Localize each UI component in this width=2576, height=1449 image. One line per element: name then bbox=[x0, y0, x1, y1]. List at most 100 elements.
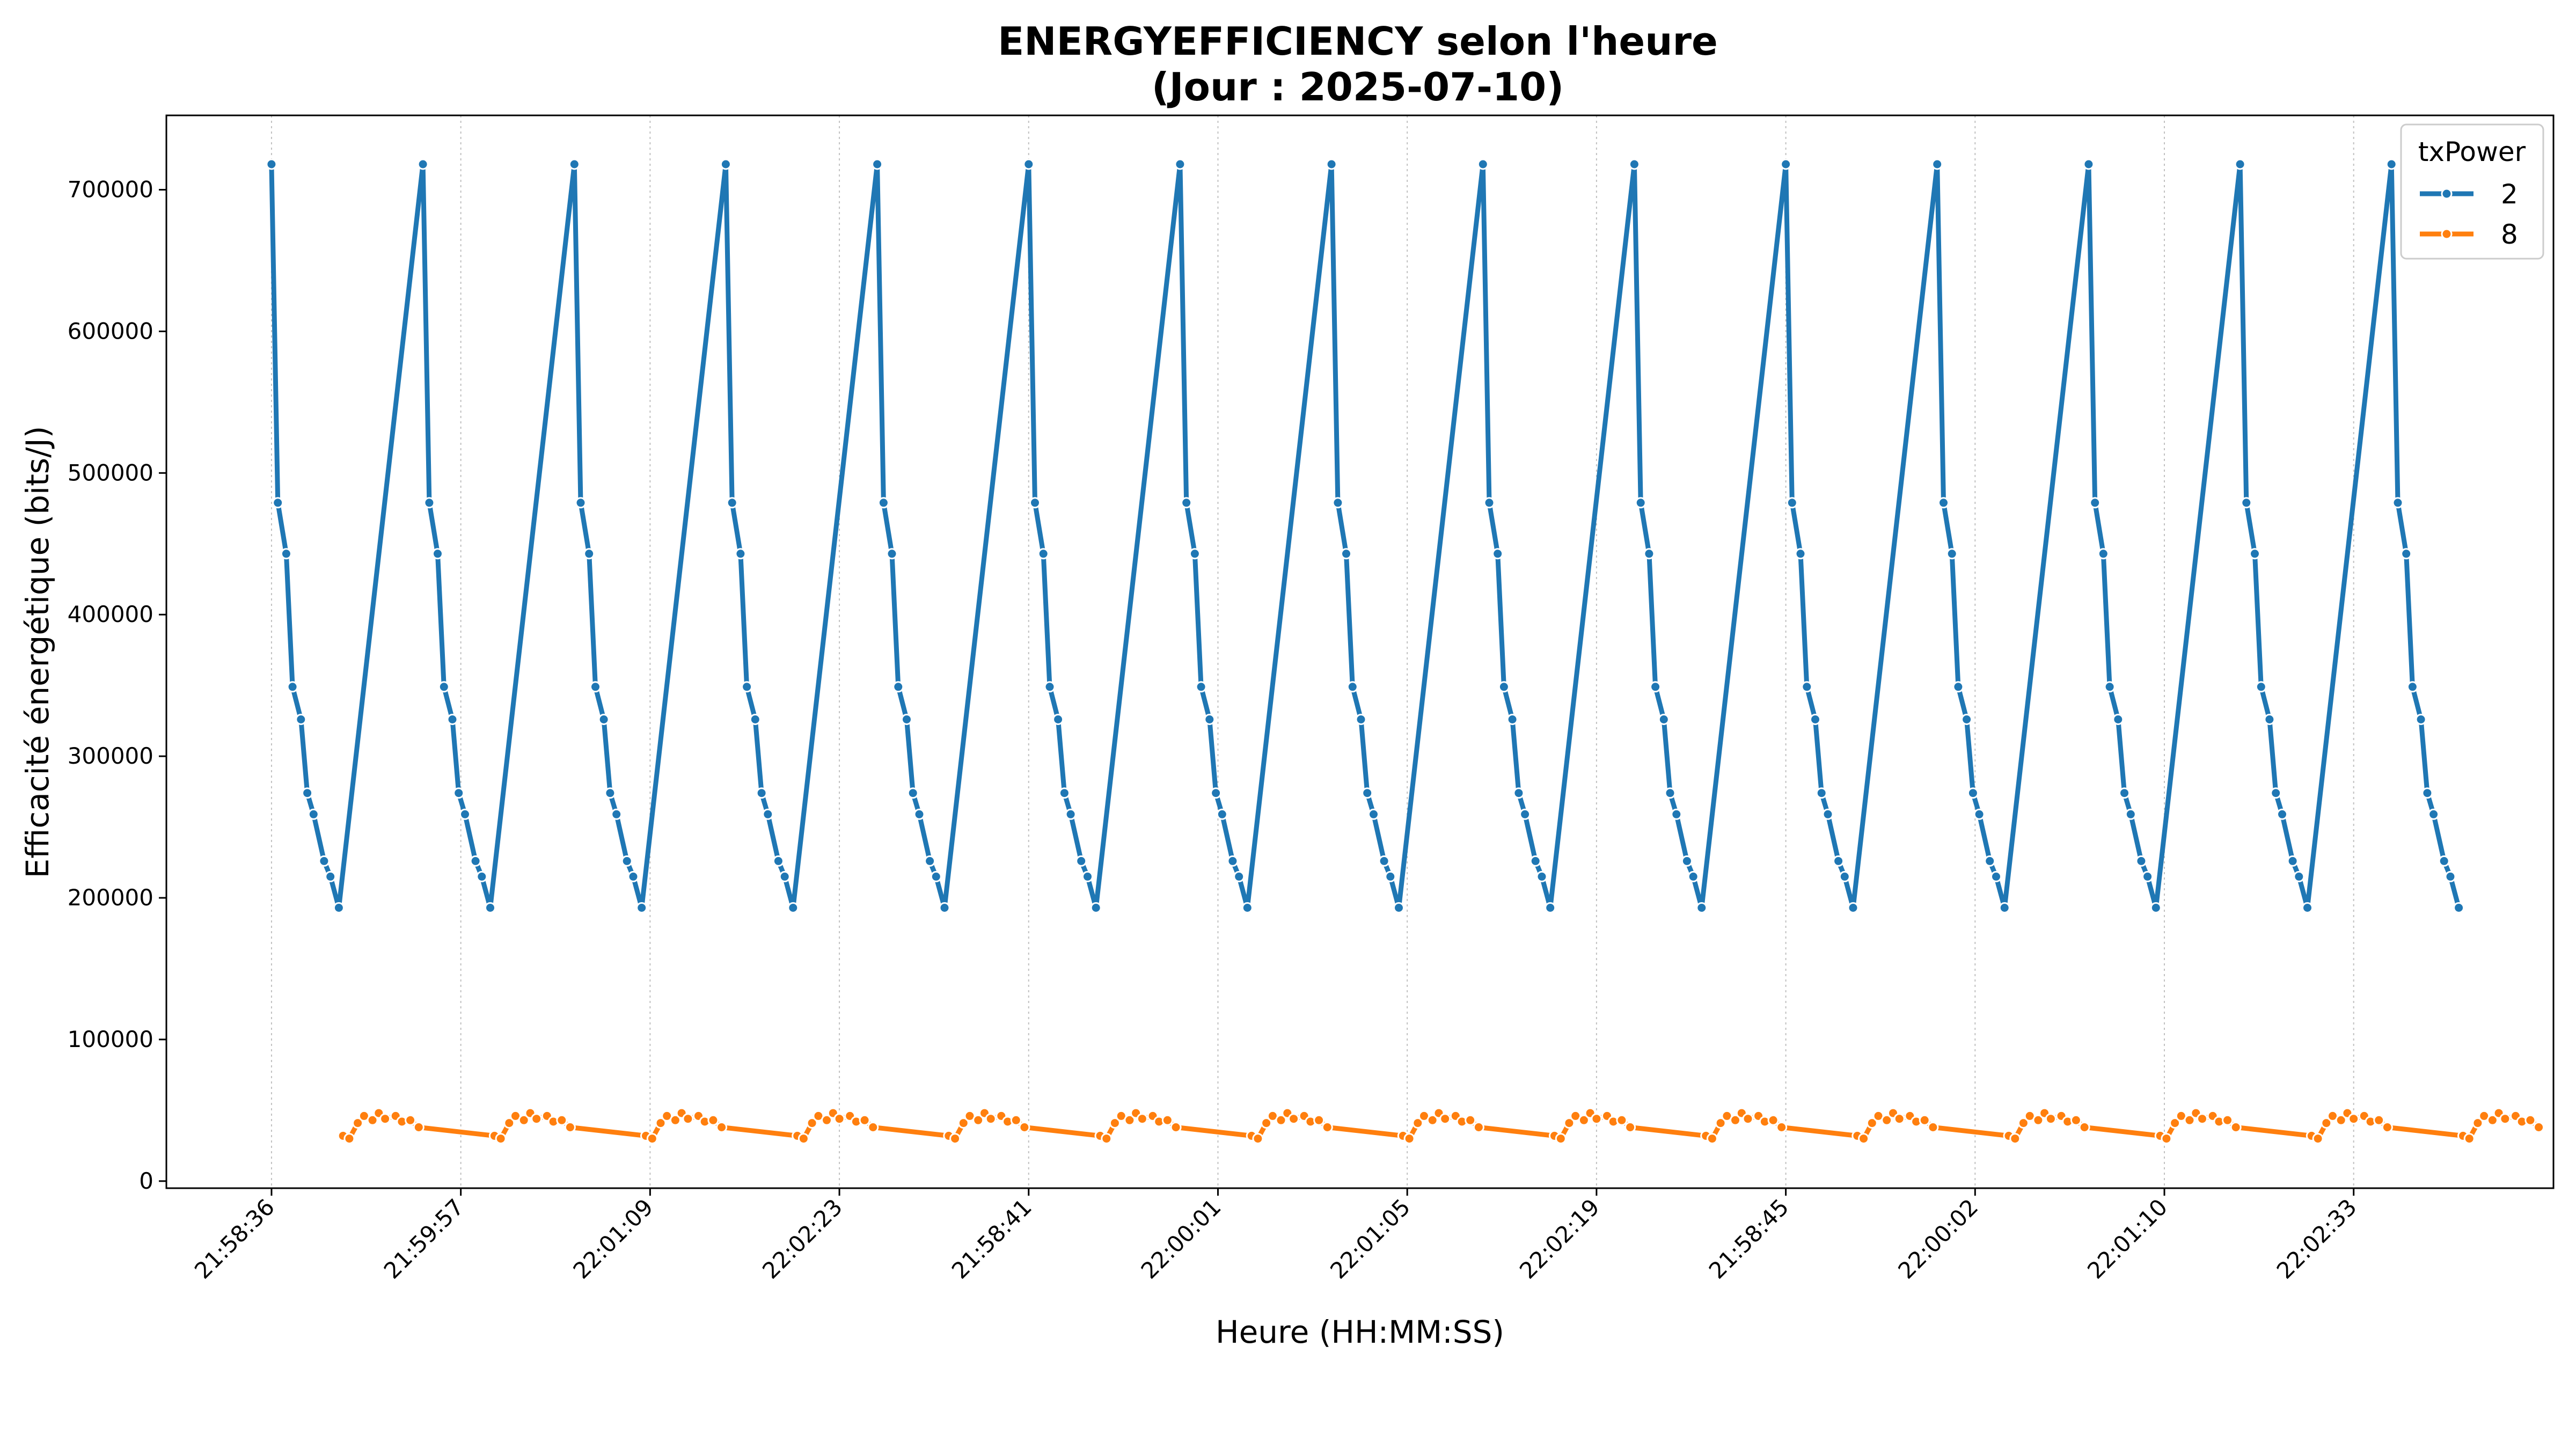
series-8-point bbox=[2463, 1133, 2475, 1145]
series-8-point bbox=[1706, 1133, 1718, 1145]
series-2-point bbox=[2421, 787, 2433, 799]
series-2-point bbox=[1378, 855, 1390, 867]
series-2-point bbox=[1037, 548, 1049, 560]
series-2-point bbox=[1839, 870, 1850, 882]
series-2-point bbox=[1210, 787, 1222, 799]
series-8-point bbox=[1591, 1113, 1602, 1125]
series-2-point bbox=[1816, 787, 1827, 799]
series-2-point bbox=[272, 497, 284, 509]
series-2-point bbox=[1990, 870, 2002, 882]
series-8-point bbox=[669, 1114, 681, 1126]
series-2-point bbox=[1326, 158, 1337, 170]
series-2-point bbox=[1810, 714, 1821, 725]
series-2-point bbox=[762, 808, 774, 820]
series-2-line bbox=[269, 162, 2462, 910]
series-8-point bbox=[1555, 1133, 1567, 1145]
series-2-point bbox=[627, 870, 639, 882]
y-axis: 0 100000 200000 300000 400000 500000 600000 700… bbox=[68, 177, 166, 1194]
series-2-point bbox=[447, 714, 458, 725]
series-2-point bbox=[432, 548, 443, 560]
grid-layer bbox=[270, 115, 2354, 1188]
series-8-point bbox=[2373, 1114, 2385, 1126]
series-2-point bbox=[913, 808, 925, 820]
series-2-point bbox=[1952, 681, 1964, 693]
series-2-point bbox=[568, 158, 580, 170]
series-8-point bbox=[806, 1117, 818, 1129]
series-8-point bbox=[1776, 1122, 1788, 1133]
series-8-point bbox=[833, 1113, 845, 1125]
series-2-point bbox=[470, 855, 481, 867]
series-8-point bbox=[1439, 1113, 1451, 1125]
series-8-point bbox=[518, 1114, 530, 1126]
series-2-point bbox=[939, 902, 950, 913]
series-2-point bbox=[438, 681, 450, 693]
series-8-point bbox=[867, 1122, 879, 1133]
series-8-point bbox=[2161, 1133, 2172, 1145]
series-8-point bbox=[1275, 1114, 1287, 1126]
series-2-point bbox=[749, 714, 761, 725]
series-2-point bbox=[1822, 808, 1834, 820]
series-2-point bbox=[621, 855, 633, 867]
legend-marker-8 bbox=[2441, 228, 2453, 240]
series-2-point bbox=[1189, 548, 1201, 560]
series-2-point bbox=[2241, 497, 2252, 509]
series-2-point bbox=[1233, 870, 1245, 882]
series-2-point bbox=[907, 787, 919, 799]
series-8 bbox=[337, 1107, 2545, 1145]
legend-title: txPower bbox=[2418, 136, 2526, 167]
series-8-point bbox=[821, 1114, 832, 1126]
series-8-point bbox=[2486, 1114, 2498, 1126]
series-2-point bbox=[1241, 902, 1253, 913]
series-8-point bbox=[1927, 1122, 1939, 1133]
series-8-point bbox=[352, 1117, 364, 1129]
series-2-point bbox=[1658, 714, 1670, 725]
series-8-point bbox=[343, 1133, 355, 1145]
series-8-point bbox=[1136, 1113, 1148, 1125]
series-8-point bbox=[2321, 1117, 2332, 1129]
legend-marker-2 bbox=[2441, 188, 2453, 200]
series-2-point bbox=[1477, 158, 1489, 170]
series-2-point bbox=[2097, 548, 2109, 560]
x-tick-label: 21:58:36 bbox=[189, 1194, 280, 1284]
series-8-point bbox=[2197, 1113, 2208, 1125]
series-8-point bbox=[405, 1114, 416, 1126]
series-2-point bbox=[1483, 497, 1495, 509]
series-2-point bbox=[2264, 714, 2275, 725]
series-2-point bbox=[1671, 808, 1682, 820]
series-2-point bbox=[590, 681, 601, 693]
series-2-point bbox=[302, 787, 313, 799]
series-8-point bbox=[2524, 1114, 2536, 1126]
series-layer bbox=[266, 158, 2545, 1145]
x-tick-label: 22:01:09 bbox=[568, 1194, 658, 1284]
x-tick-label: 22:01:10 bbox=[2082, 1194, 2172, 1284]
series-2-point bbox=[1513, 787, 1525, 799]
series-8-point bbox=[1893, 1113, 1905, 1125]
series-2-point bbox=[741, 681, 753, 693]
series-8-point bbox=[1161, 1114, 1173, 1126]
series-8-point bbox=[1124, 1114, 1136, 1126]
series-2-point bbox=[924, 855, 936, 867]
series-8-point bbox=[985, 1113, 997, 1125]
series-8-point bbox=[655, 1117, 667, 1129]
series-8-point bbox=[495, 1133, 507, 1145]
series-2-point bbox=[1332, 497, 1344, 509]
series-2-point bbox=[1780, 158, 1792, 170]
series-8-point bbox=[972, 1114, 984, 1126]
y-tick-label: 100000 bbox=[68, 1026, 153, 1052]
series-2-point bbox=[2135, 855, 2147, 867]
series-8-point bbox=[1563, 1117, 1575, 1129]
series-2-point bbox=[2125, 808, 2136, 820]
x-tick-label: 21:58:41 bbox=[947, 1194, 1037, 1284]
series-2-point bbox=[1082, 870, 1093, 882]
x-axis-label: Heure (HH:MM:SS) bbox=[1216, 1314, 1504, 1350]
series-2-point bbox=[2255, 681, 2267, 693]
series-8-point bbox=[2070, 1114, 2082, 1126]
series-2-point bbox=[2234, 158, 2246, 170]
series-2-point bbox=[1044, 681, 1056, 693]
series-2-point bbox=[575, 497, 587, 509]
series-2-point bbox=[2415, 714, 2427, 725]
series-2-point bbox=[1536, 870, 1548, 882]
series-2-point bbox=[423, 497, 435, 509]
series-8-point bbox=[2222, 1114, 2234, 1126]
series-2-point bbox=[2438, 855, 2450, 867]
